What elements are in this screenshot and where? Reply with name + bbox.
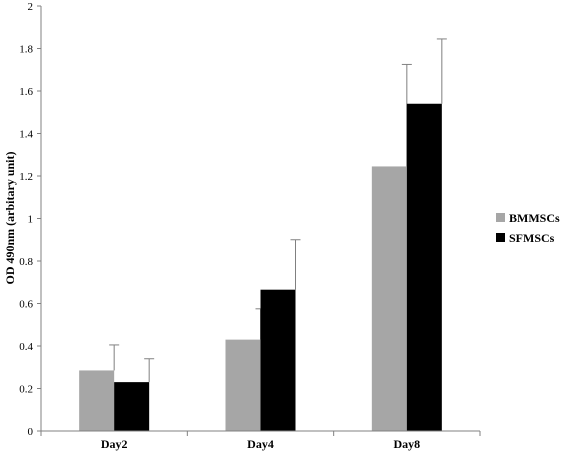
y-tick-label: 0.6 bbox=[19, 299, 33, 311]
bar bbox=[406, 103, 442, 431]
y-tick-label: 1.2 bbox=[19, 171, 33, 183]
x-tick-label: Day4 bbox=[247, 437, 274, 451]
y-tick-label: 1.4 bbox=[19, 129, 33, 141]
plot-area bbox=[79, 38, 447, 431]
y-tick-label: 1.8 bbox=[19, 44, 33, 56]
y-tick-label: 1.6 bbox=[19, 86, 33, 98]
axes: 0 0.2 0.4 0.6 0.8 1 1.2 1.4 1.6 1.8 2 Day2 Day4 Day8 bbox=[19, 1, 481, 451]
y-tick-label: 1 bbox=[28, 214, 34, 226]
bar bbox=[114, 382, 150, 431]
bar bbox=[260, 289, 296, 431]
bar bbox=[79, 370, 115, 431]
legend-label: SFMSCs bbox=[509, 231, 555, 245]
y-tick-label: 0.2 bbox=[19, 384, 33, 396]
y-axis-title: OD 490nm (arbitary unit) bbox=[3, 152, 17, 285]
legend-label: BMMSCs bbox=[509, 211, 560, 225]
bar bbox=[225, 339, 261, 431]
legend: BMMSCs SFMSCs bbox=[496, 211, 560, 245]
x-tick-label: Day8 bbox=[393, 437, 420, 451]
y-tick-label: 0.8 bbox=[19, 256, 33, 268]
y-tick-label: 2 bbox=[28, 1, 34, 13]
y-tick-label: 0.4 bbox=[19, 341, 33, 353]
y-tick-label: 0 bbox=[28, 426, 34, 438]
legend-swatch bbox=[496, 233, 505, 242]
legend-swatch bbox=[496, 213, 505, 222]
x-tick-label: Day2 bbox=[101, 437, 128, 451]
bar bbox=[371, 166, 407, 431]
